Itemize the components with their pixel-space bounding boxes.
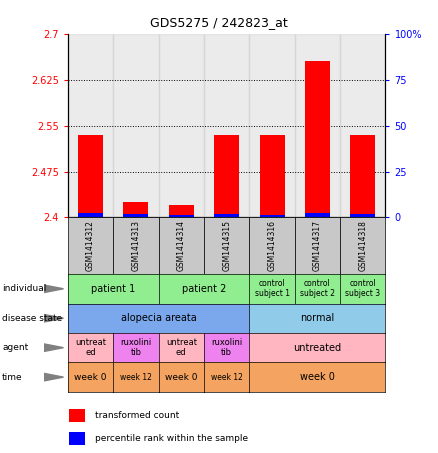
Text: normal: normal [300, 313, 335, 323]
Text: time: time [2, 373, 23, 381]
Polygon shape [44, 344, 64, 352]
Text: GSM1414314: GSM1414314 [177, 220, 186, 271]
Text: GSM1414318: GSM1414318 [358, 220, 367, 271]
Bar [78, 212, 103, 217]
FancyBboxPatch shape [340, 217, 385, 274]
Text: individual: individual [2, 284, 46, 293]
Bar [113, 34, 159, 217]
Text: patient 1: patient 1 [91, 284, 135, 294]
Bar [249, 34, 295, 217]
FancyBboxPatch shape [68, 217, 113, 274]
Bar [78, 135, 103, 217]
Text: percentile rank within the sample: percentile rank within the sample [95, 434, 248, 443]
Polygon shape [44, 314, 64, 322]
Bar [260, 135, 285, 217]
Text: GSM1414315: GSM1414315 [222, 220, 231, 271]
Bar [350, 135, 375, 217]
Bar [204, 34, 249, 217]
FancyBboxPatch shape [204, 217, 249, 274]
Text: ruxolini
tib: ruxolini tib [211, 338, 242, 357]
Text: agent: agent [2, 343, 28, 352]
Polygon shape [44, 373, 64, 381]
Bar [69, 432, 85, 445]
Bar [340, 34, 385, 217]
Bar [69, 409, 85, 422]
Text: untreat
ed: untreat ed [166, 338, 197, 357]
Bar [295, 34, 340, 217]
Bar [305, 212, 330, 217]
Bar [214, 135, 239, 217]
Text: week 12: week 12 [120, 373, 152, 381]
Text: untreated: untreated [293, 342, 342, 353]
Text: GSM1414312: GSM1414312 [86, 220, 95, 271]
Text: alopecia areata: alopecia areata [121, 313, 197, 323]
Bar [350, 214, 375, 217]
Text: control
subject 2: control subject 2 [300, 279, 335, 299]
Text: GSM1414316: GSM1414316 [268, 220, 276, 271]
Text: week 0: week 0 [300, 372, 335, 382]
Text: week 0: week 0 [74, 373, 107, 381]
Bar [169, 205, 194, 217]
Text: disease state: disease state [2, 314, 63, 323]
Text: transformed count: transformed count [95, 411, 179, 420]
Bar [124, 214, 148, 217]
Bar [169, 215, 194, 217]
FancyBboxPatch shape [113, 217, 159, 274]
Text: week 12: week 12 [211, 373, 243, 381]
Bar [159, 34, 204, 217]
Bar [124, 202, 148, 217]
Bar [305, 62, 330, 217]
Text: GSM1414317: GSM1414317 [313, 220, 322, 271]
Polygon shape [44, 285, 64, 293]
FancyBboxPatch shape [249, 217, 295, 274]
Text: GDS5275 / 242823_at: GDS5275 / 242823_at [150, 16, 288, 29]
Text: control
subject 3: control subject 3 [345, 279, 380, 299]
FancyBboxPatch shape [159, 217, 204, 274]
Text: untreat
ed: untreat ed [75, 338, 106, 357]
Text: patient 2: patient 2 [182, 284, 226, 294]
Bar [260, 215, 285, 217]
FancyBboxPatch shape [295, 217, 340, 274]
Text: control
subject 1: control subject 1 [254, 279, 290, 299]
Text: GSM1414313: GSM1414313 [131, 220, 141, 271]
Text: ruxolini
tib: ruxolini tib [120, 338, 152, 357]
Text: week 0: week 0 [165, 373, 198, 381]
Bar [68, 34, 113, 217]
Bar [214, 214, 239, 217]
